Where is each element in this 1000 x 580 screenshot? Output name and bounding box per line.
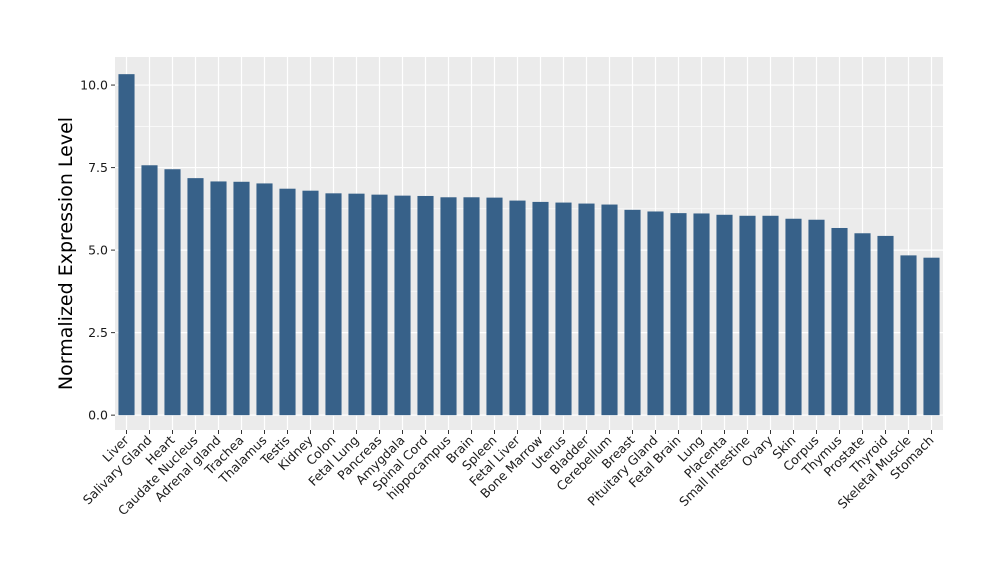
y-tick-label: 5.0 [88, 243, 108, 258]
bar-lung [693, 213, 710, 416]
bar-thymus [831, 227, 848, 416]
bar-heart [164, 169, 181, 416]
bar-fetal-brain [670, 213, 687, 416]
y-tick-label: 2.5 [88, 325, 108, 340]
bar-cerebellum [601, 204, 618, 416]
bar-amygdala [394, 195, 411, 416]
bar-caudate-nucleus [187, 178, 204, 416]
y-axis: 0.0 2.5 5.0 7.5 10.0 [80, 78, 115, 423]
bar-uterus [555, 202, 572, 416]
bar-prostate [854, 233, 871, 416]
y-axis-title: Normalized Expression Level [55, 117, 77, 390]
bar-salivary-gland [141, 165, 158, 416]
bar-placenta [716, 214, 733, 416]
bar-colon [325, 193, 342, 416]
bar-stomach [923, 257, 940, 416]
bar-brain [463, 197, 480, 416]
bar-trachea [233, 181, 250, 416]
bar-testis [279, 188, 296, 416]
bar-pancreas [371, 194, 388, 416]
bar-spleen [486, 197, 503, 416]
bar-bone-marrow [532, 201, 549, 416]
bar-thalamus [256, 183, 273, 416]
bar-spinal-cord [417, 195, 434, 416]
bar-thyroid [877, 235, 894, 416]
y-tick-label: 0.0 [88, 408, 108, 423]
bar-skin [785, 218, 802, 416]
y-tick-label: 7.5 [88, 160, 108, 175]
bar-fetal-lung [348, 193, 365, 416]
bar-fetal-liver [509, 200, 526, 416]
bar-small-intestine [739, 215, 756, 416]
bar-skeletal-muscle [900, 255, 917, 416]
bar-breast [624, 209, 641, 416]
bar-bladder [578, 203, 595, 416]
bar-ovary [762, 215, 779, 416]
bar-hippocampus [440, 197, 457, 416]
bar-pituitary-gland [647, 211, 664, 416]
bar-liver [118, 74, 135, 416]
bar-corpus [808, 219, 825, 416]
plot-panel [115, 57, 943, 430]
minor-gridlines [115, 126, 943, 375]
bar-kidney [302, 190, 319, 416]
y-tick-label: 10.0 [80, 78, 108, 93]
bars [118, 74, 940, 416]
bar-adrenal-gland [210, 181, 227, 416]
